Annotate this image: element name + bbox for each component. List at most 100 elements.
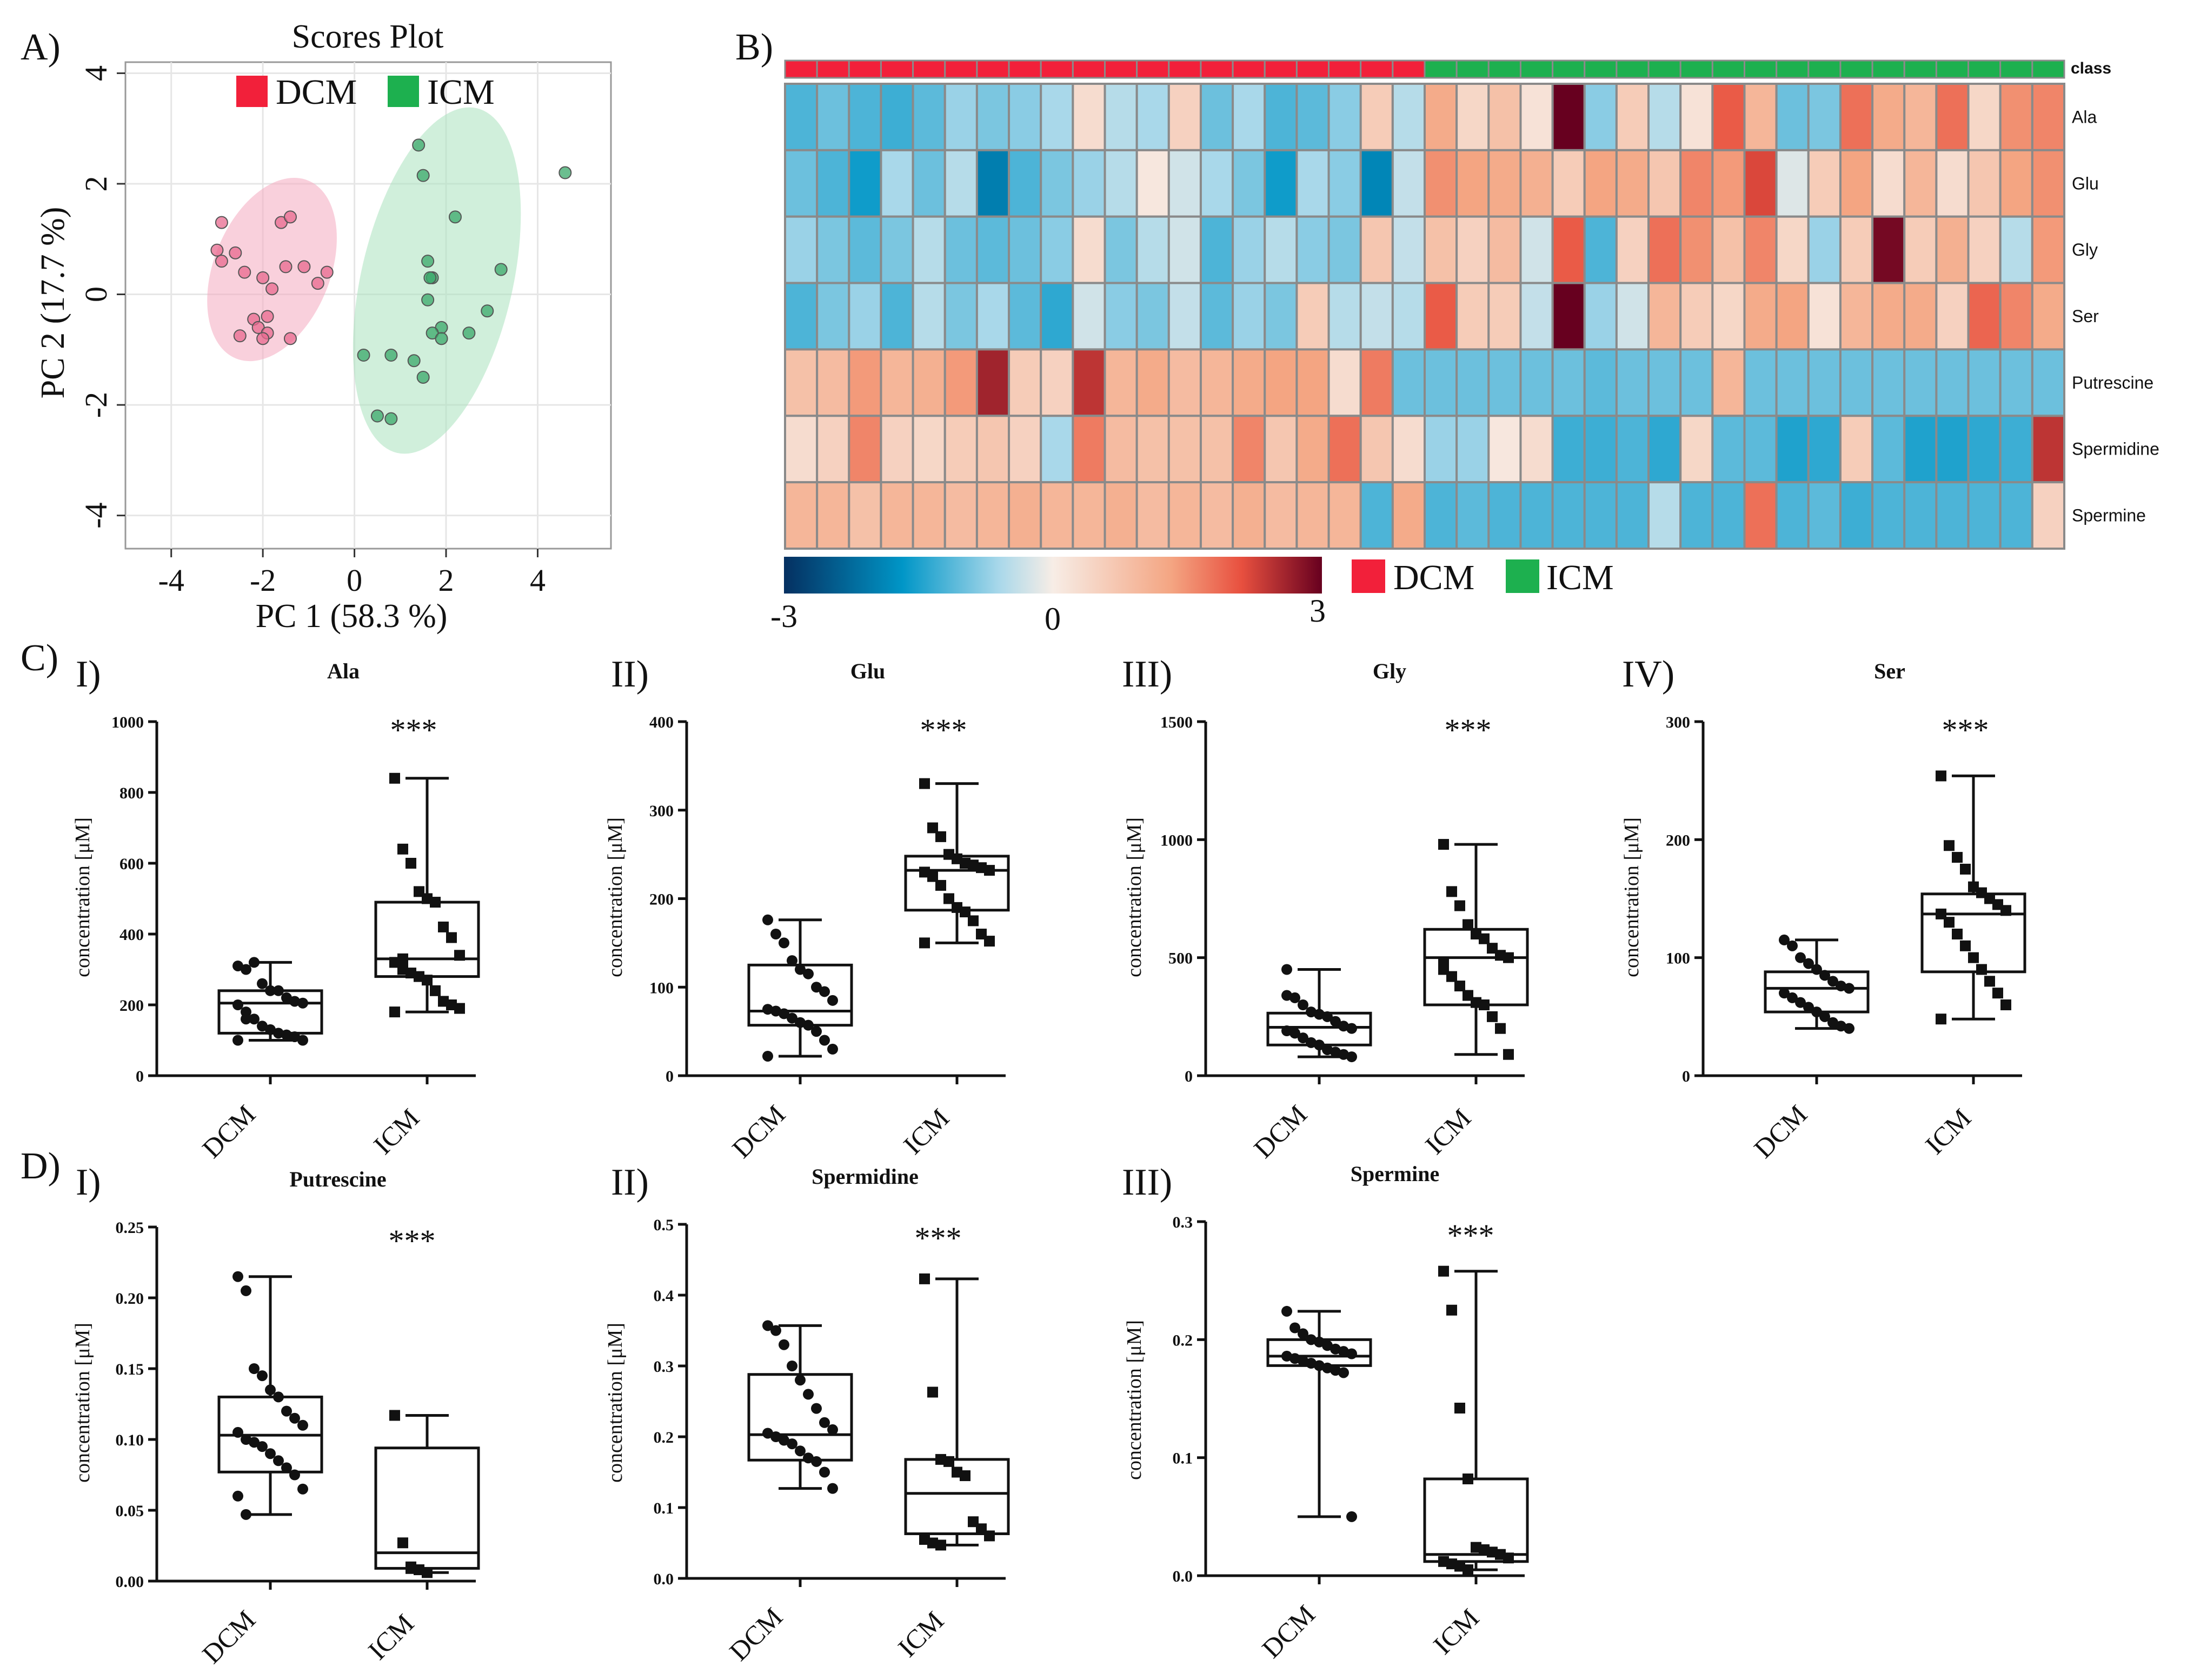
scores-point-icm (559, 166, 572, 179)
boxplot-ylabel: concentration [μM] (71, 1323, 94, 1483)
heatmap-cell (1839, 415, 1874, 484)
data-point-dcm (241, 1509, 251, 1520)
heatmap-class-cell (848, 59, 882, 79)
data-point-icm (935, 1539, 946, 1551)
boxplot-ylabel: concentration [μM] (1123, 1320, 1146, 1480)
boxplot-category-label: ICM (368, 1103, 425, 1160)
heatmap-cell (1104, 83, 1138, 151)
heatmap-cell (880, 215, 914, 284)
data-point-dcm (762, 1050, 773, 1062)
heatmap-cell (1711, 149, 1746, 218)
data-point-icm (1438, 957, 1449, 968)
heatmap-cell (1008, 282, 1042, 351)
scores-point-dcm (238, 265, 251, 279)
data-point-icm (1446, 886, 1457, 897)
heatmap-cell (1072, 215, 1106, 284)
heatmap-cell (2031, 282, 2066, 351)
heatmap-cell (1104, 149, 1138, 218)
scores-point-dcm (297, 260, 311, 274)
heatmap-cell (1967, 481, 2002, 550)
data-point-dcm (249, 957, 260, 968)
data-point-dcm (281, 1405, 292, 1417)
scores-point-icm (384, 412, 398, 425)
data-point-icm (454, 950, 465, 961)
boxplot-ytick-label: 0 (136, 1068, 144, 1085)
data-point-dcm (1289, 992, 1300, 1003)
heatmap-cell (816, 415, 850, 484)
legend-icm-swatch (388, 76, 419, 107)
boxplot-ylabel: concentration [μM] (604, 1323, 627, 1483)
boxplot-category-label: DCM (726, 1099, 791, 1164)
data-point-icm (397, 953, 408, 964)
heatmap-cell (1199, 149, 1234, 218)
scores-point-icm (481, 304, 494, 318)
heatmap-cell (880, 282, 914, 351)
data-point-dcm (1844, 1023, 1854, 1034)
data-point-dcm (811, 1456, 822, 1467)
data-point-icm (1487, 1011, 1498, 1022)
boxplot-ytick-label: 0.05 (116, 1502, 144, 1520)
heatmap-cell (1775, 348, 1810, 417)
data-point-icm (1454, 900, 1465, 911)
boxplot-category-label: ICM (1427, 1603, 1485, 1660)
data-point-icm (1960, 863, 1971, 875)
heatmap-class-cell (1295, 59, 1330, 79)
heatmap-class-cell (1679, 59, 1713, 79)
data-point-dcm (281, 1029, 292, 1041)
data-point-dcm (297, 1419, 308, 1431)
heatmap-cell (943, 415, 978, 484)
data-point-dcm (819, 1466, 830, 1478)
data-point-dcm (795, 1375, 806, 1386)
heatmap-cell (1711, 348, 1746, 417)
heatmap-cell (1455, 215, 1490, 284)
heatmap-cell (1583, 215, 1618, 284)
heatmap-cell (1295, 348, 1330, 417)
heatmap-cell (848, 83, 882, 151)
heatmap-cell (1967, 215, 2002, 284)
data-point-icm (960, 906, 970, 918)
heatmap-cell (1615, 481, 1650, 550)
data-point-dcm (257, 1441, 268, 1452)
data-point-dcm (265, 1448, 276, 1459)
heatmap-cell (1679, 282, 1714, 351)
heatmap-cell (1647, 83, 1682, 151)
heatmap-cell (1008, 481, 1042, 550)
data-point-dcm (1330, 1046, 1341, 1058)
heatmap-cell (1615, 149, 1650, 218)
data-point-icm (446, 932, 457, 943)
heatmap-cell (1807, 481, 1842, 550)
boxplot-ylabel: concentration [μM] (71, 817, 94, 977)
heatmap-cell (880, 415, 914, 484)
boxplot-category-label: ICM (1919, 1103, 1977, 1160)
boxplot-ytick-label: 200 (649, 891, 674, 909)
data-point-dcm (1306, 1037, 1317, 1048)
heatmap-cell (1264, 215, 1298, 284)
legend-dcm-label: DCM (276, 72, 357, 112)
heatmap-cell (1999, 481, 2033, 550)
heatmap-cell (1264, 415, 1298, 484)
heatmap-cell (1647, 348, 1682, 417)
significance-marker: *** (1445, 712, 1492, 748)
boxplot-category-label: ICM (892, 1605, 949, 1663)
data-point-dcm (1819, 970, 1830, 981)
data-point-dcm (1346, 1348, 1357, 1359)
data-point-icm (422, 1567, 433, 1578)
heatmap-cell (1359, 149, 1394, 218)
heatmap-cell (975, 348, 1011, 417)
data-point-dcm (1306, 1006, 1317, 1018)
heatmap-cell (943, 149, 978, 218)
data-point-dcm (1779, 934, 1790, 945)
significance-marker: *** (1942, 712, 1989, 748)
scores-point-dcm (210, 243, 224, 257)
heatmap-cell (1551, 149, 1586, 218)
heatmap-cell (1135, 415, 1170, 484)
heatmap-class-cell (1487, 59, 1521, 79)
boxplot-ylabel: concentration [μM] (604, 817, 627, 977)
heatmap-cell (784, 415, 819, 484)
heatmap-cell (1327, 481, 1362, 550)
heatmap-cell (1424, 215, 1458, 284)
heatmap-cell (1040, 415, 1074, 484)
heatmap-cell (1104, 348, 1138, 417)
data-point-icm (1944, 917, 1955, 928)
data-point-icm (1992, 988, 2003, 999)
